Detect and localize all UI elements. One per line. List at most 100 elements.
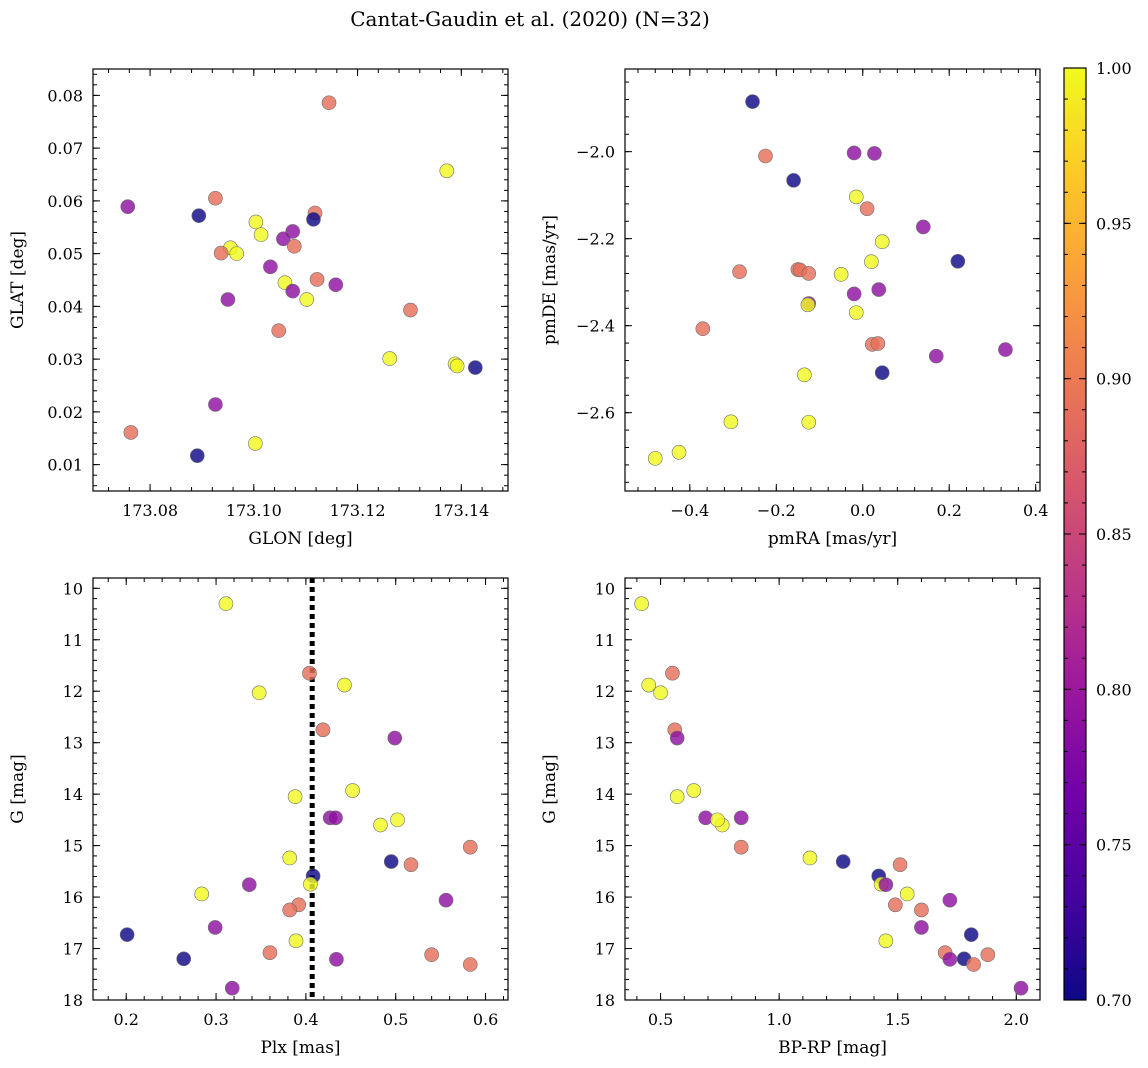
x-tick-label: −0.2 xyxy=(757,501,796,520)
y-tick-label: 12 xyxy=(595,682,615,701)
data-point xyxy=(686,783,702,798)
y-tick-label: 18 xyxy=(63,991,83,1010)
data-point xyxy=(878,877,894,893)
data-point xyxy=(438,892,454,908)
data-point xyxy=(382,351,398,366)
data-point xyxy=(218,596,234,612)
figure-title: Cantat-Gaudin et al. (2020) (N=32) xyxy=(350,7,710,31)
data-point xyxy=(345,783,360,798)
x-axis-label: Plx [mas] xyxy=(260,1038,340,1058)
data-point xyxy=(864,254,879,270)
data-point xyxy=(373,817,388,833)
x-axis-label: BP-RP [mag] xyxy=(778,1038,887,1058)
data-point xyxy=(213,245,229,261)
y-tick-label: 0.06 xyxy=(47,192,83,211)
data-point xyxy=(207,920,223,935)
data-point xyxy=(287,789,303,805)
colorbar-tick-label: 1.00 xyxy=(1096,59,1132,78)
x-tick-label: 173.10 xyxy=(226,501,282,520)
data-point xyxy=(1013,980,1029,996)
x-tick-label: 0.6 xyxy=(473,1010,498,1029)
data-point xyxy=(383,854,399,869)
plot-area-bprp-g xyxy=(624,577,1041,1001)
colorbar-tick-label: 0.90 xyxy=(1096,370,1132,389)
y-tick-label: 12 xyxy=(63,682,83,701)
data-point xyxy=(888,897,903,913)
panel-plx-g: 0.2 0.3 0.4 0.5 0.6 10 11 12 13 14 15 16 17 18 Plx [ma… xyxy=(8,577,509,1058)
data-point xyxy=(329,952,344,967)
y-tick-label: 16 xyxy=(595,888,615,907)
data-point xyxy=(299,292,315,307)
y-tick-label: −2.0 xyxy=(576,143,615,162)
data-point xyxy=(950,253,966,269)
data-point xyxy=(288,933,304,949)
data-point xyxy=(229,246,244,261)
x-tick-label: 0.2 xyxy=(936,501,961,520)
data-point xyxy=(870,336,886,351)
data-point xyxy=(758,148,773,164)
data-point xyxy=(403,857,419,872)
panel-bprp-g: 0.5 1.0 1.5 2.0 10 11 12 13 14 15 16 17 18 BP-RP [mag… xyxy=(540,577,1041,1058)
data-point xyxy=(286,238,302,254)
data-point xyxy=(176,951,192,967)
y-tick-label: 11 xyxy=(63,631,83,650)
data-point xyxy=(439,163,455,179)
data-point xyxy=(723,414,739,430)
y-tick-label: 10 xyxy=(595,579,615,598)
x-tick-label: 2.0 xyxy=(1004,1010,1029,1029)
colorbar: 0.70 0.75 0.80 0.85 0.90 0.95 1.00 xyxy=(1063,59,1132,1010)
x-tick-label: 0.5 xyxy=(648,1010,673,1029)
data-point xyxy=(835,854,851,869)
colorbar-tick-label: 0.75 xyxy=(1096,836,1132,855)
y-tick-label: 15 xyxy=(595,837,615,856)
data-point xyxy=(915,219,931,235)
data-point xyxy=(848,189,864,205)
data-point xyxy=(846,286,862,302)
data-point xyxy=(302,665,317,681)
data-point xyxy=(871,282,887,297)
x-tick-label: 0.3 xyxy=(203,1010,228,1029)
data-point xyxy=(220,292,236,307)
y-tick-label: 0.03 xyxy=(47,350,83,369)
x-tick-label: 0.2 xyxy=(114,1010,139,1029)
data-point xyxy=(194,886,209,902)
y-tick-label: 18 xyxy=(595,991,615,1010)
x-tick-label: −0.4 xyxy=(670,501,709,520)
data-point xyxy=(282,850,298,866)
data-point xyxy=(390,812,405,828)
y-tick-label: 0.04 xyxy=(47,297,83,316)
x-tick-label: 0.5 xyxy=(383,1010,408,1029)
plot-area-pmra-pmde xyxy=(624,68,1041,492)
data-point xyxy=(745,94,760,109)
data-point xyxy=(892,857,908,872)
y-tick-label: 10 xyxy=(63,579,83,598)
colorbar-gradient xyxy=(1064,68,1086,1000)
data-point xyxy=(282,902,298,918)
x-tick-label: 173.14 xyxy=(433,501,489,520)
data-point xyxy=(462,957,478,972)
y-tick-label: 0.08 xyxy=(47,86,83,105)
data-point xyxy=(641,677,657,693)
x-tick-label: 173.08 xyxy=(122,501,178,520)
data-point xyxy=(963,927,979,942)
x-tick-label: 0.0 xyxy=(850,501,875,520)
y-tick-label: 15 xyxy=(63,837,83,856)
panel-glon-glat: 173.08 173.10 173.12 173.14 0.01 0.02 0.03 0.04… xyxy=(8,68,509,549)
data-point xyxy=(306,212,321,227)
y-axis-label: pmDE [mas/yr] xyxy=(540,215,560,345)
data-point xyxy=(328,810,343,826)
data-point xyxy=(878,933,894,949)
data-point xyxy=(120,199,136,214)
data-point xyxy=(859,201,875,216)
data-point xyxy=(321,95,337,111)
data-point xyxy=(253,227,269,242)
x-axis-label: GLON [deg] xyxy=(248,529,352,549)
colorbar-tick-label: 0.95 xyxy=(1096,214,1132,233)
data-point xyxy=(248,436,263,451)
data-point xyxy=(733,810,749,826)
data-point xyxy=(665,665,680,681)
data-point xyxy=(942,892,958,908)
x-tick-label: 1.0 xyxy=(766,1010,791,1029)
data-point xyxy=(337,677,352,693)
y-tick-label: 13 xyxy=(595,734,615,753)
